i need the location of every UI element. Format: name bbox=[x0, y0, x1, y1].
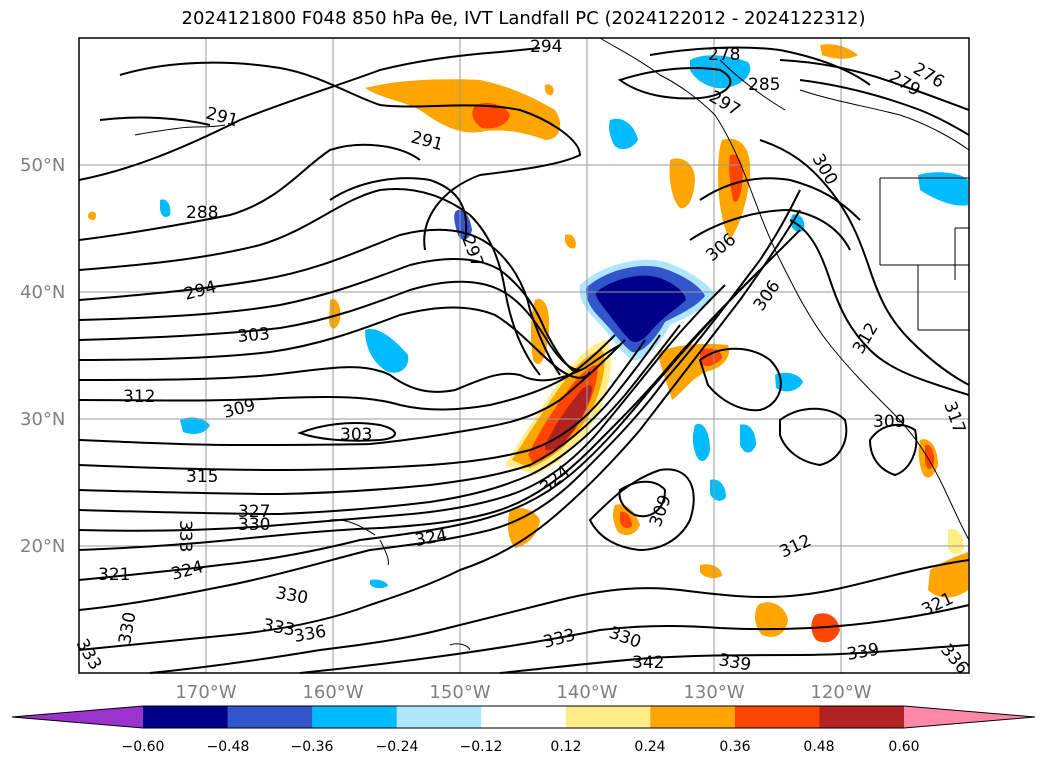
colorbar-tick-label: −0.12 bbox=[460, 739, 503, 755]
colorbar-tick-label: −0.60 bbox=[122, 739, 165, 755]
lat-tick-label: 40°N bbox=[20, 282, 65, 303]
contour-label: 333 bbox=[175, 520, 195, 552]
contour-label: 288 bbox=[186, 203, 218, 223]
theta-e-contours bbox=[78, 46, 970, 674]
contour-label: 303 bbox=[237, 324, 271, 347]
colorbar-bin bbox=[650, 706, 736, 728]
lon-tick-label: 120°W bbox=[810, 682, 871, 703]
colorbar-tick-label: −0.48 bbox=[207, 739, 250, 755]
map-title: 2024121800 F048 850 hPa θe, IVT Landfall… bbox=[181, 8, 866, 29]
lon-tick-label: 130°W bbox=[683, 682, 744, 703]
colorbar-bin bbox=[481, 706, 567, 728]
latitude-labels: 50°N 40°N 30°N 20°N bbox=[20, 155, 65, 557]
colorbar-bin bbox=[396, 706, 482, 728]
colorbar-outline bbox=[11, 705, 1036, 729]
contour-label: 278 bbox=[708, 45, 740, 65]
contour-label: 342 bbox=[632, 653, 664, 673]
coastlines bbox=[134, 37, 970, 651]
colorbar-tick-label: 0.48 bbox=[803, 739, 834, 755]
lon-tick-label: 170°W bbox=[175, 682, 236, 703]
contour-label: 330 bbox=[238, 515, 270, 535]
contour-label: 315 bbox=[186, 467, 218, 487]
lat-tick-label: 30°N bbox=[20, 409, 65, 430]
contour-label: 294 bbox=[530, 37, 562, 57]
colorbar-tick-label: −0.36 bbox=[291, 739, 334, 755]
contour-label: 285 bbox=[748, 75, 780, 95]
colorbar-bin bbox=[312, 706, 398, 728]
colorbar-tick-label: −0.24 bbox=[376, 739, 419, 755]
colorbar-bin bbox=[734, 706, 820, 728]
contour-label: 303 bbox=[340, 425, 372, 445]
colorbar-tick-label: 0.12 bbox=[550, 739, 581, 755]
colorbar bbox=[11, 705, 1036, 729]
graticule bbox=[79, 38, 969, 673]
colorbar-extend-high bbox=[904, 706, 1035, 728]
colorbar-bin bbox=[565, 706, 651, 728]
colorbar-tick-label: 0.60 bbox=[888, 739, 919, 755]
contour-label: 321 bbox=[98, 565, 130, 585]
colorbar-tick-label: 0.36 bbox=[719, 739, 750, 755]
contour-label: 327 bbox=[238, 502, 270, 522]
lon-tick-label: 140°W bbox=[556, 682, 617, 703]
colorbar-tick-labels: −0.60 −0.48 −0.36 −0.24 −0.12 0.12 0.24 … bbox=[122, 739, 920, 755]
colorbar-bin bbox=[227, 706, 313, 728]
colorbar-bin bbox=[143, 706, 229, 728]
lat-tick-label: 50°N bbox=[20, 155, 65, 176]
longitude-labels: 170°W 160°W 150°W 140°W 130°W 120°W bbox=[175, 682, 871, 703]
contour-label: 309 bbox=[873, 412, 905, 432]
contour-label: 312 bbox=[123, 387, 155, 407]
lat-tick-label: 20°N bbox=[20, 536, 65, 557]
colorbar-extend-low bbox=[12, 706, 143, 728]
map-border bbox=[78, 37, 970, 674]
lon-tick-label: 160°W bbox=[302, 682, 363, 703]
lon-tick-label: 150°W bbox=[429, 682, 490, 703]
colorbar-bin bbox=[819, 706, 905, 728]
colorbar-tick-label: 0.24 bbox=[634, 739, 665, 755]
